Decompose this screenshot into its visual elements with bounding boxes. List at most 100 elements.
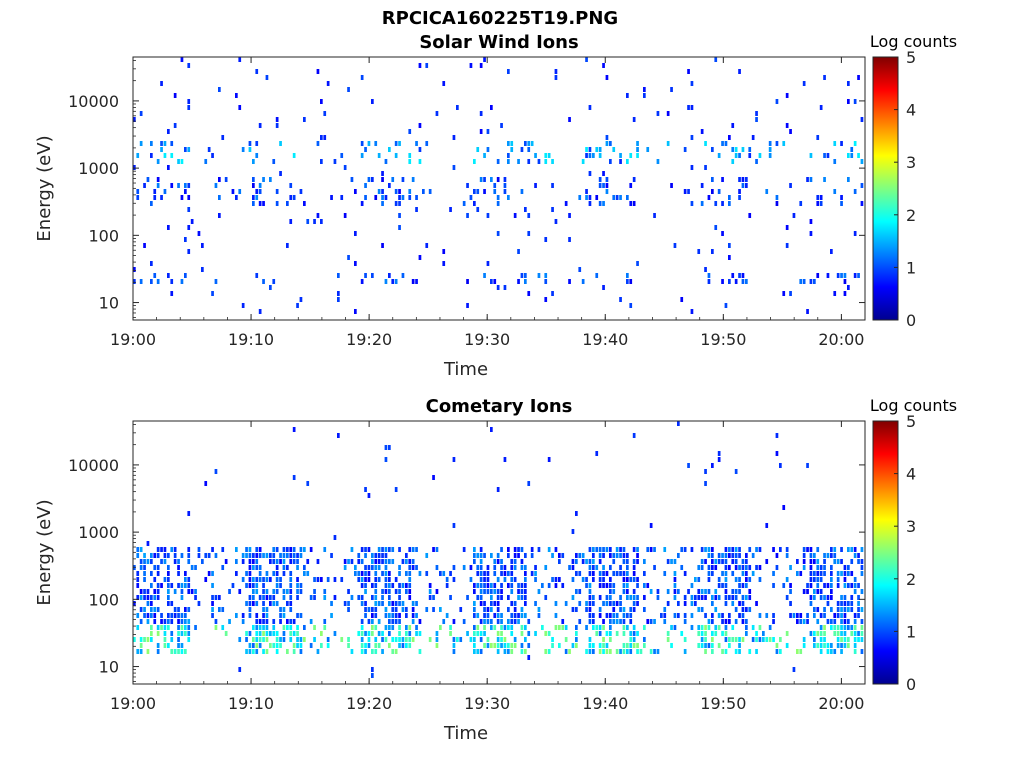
count-cell [248, 147, 252, 152]
count-cell [745, 607, 748, 612]
count-cell [643, 637, 646, 642]
count-cell [204, 159, 208, 164]
count-cell [408, 643, 412, 648]
count-cell [588, 619, 592, 624]
count-cell [187, 583, 191, 588]
count-cell [449, 595, 452, 600]
count-cell [510, 577, 514, 582]
count-cell [809, 231, 813, 236]
count-cell [439, 571, 442, 576]
count-cell [258, 309, 262, 314]
x-tick-label: 19:40 [582, 330, 628, 349]
count-cell [697, 577, 701, 582]
count-cell [496, 177, 500, 182]
colorbar-tick-label: 2 [906, 570, 916, 589]
count-cell [704, 481, 707, 486]
count-cell [139, 619, 143, 624]
count-cell [534, 601, 537, 606]
count-cell [609, 625, 612, 630]
count-cell [228, 589, 231, 594]
colorbar-tick-label: 4 [906, 101, 916, 120]
count-cell [751, 553, 755, 558]
count-cell [150, 571, 153, 576]
count-cell [588, 201, 592, 206]
count-cell [850, 625, 854, 630]
count-cell [622, 607, 626, 612]
count-cell [367, 177, 371, 182]
count-cell [418, 123, 422, 128]
count-cell [819, 577, 823, 582]
count-cell [826, 273, 830, 278]
count-cell [248, 553, 252, 558]
count-cell [133, 601, 136, 606]
count-cell [602, 553, 605, 558]
count-cell [745, 571, 748, 576]
count-cell [568, 565, 571, 570]
count-cell [748, 565, 752, 570]
count-cell [374, 195, 378, 200]
count-cell [286, 201, 289, 206]
count-cell [806, 309, 809, 314]
count-cell [303, 547, 306, 552]
count-cell [350, 547, 354, 552]
count-cell [496, 577, 500, 582]
count-cell [819, 643, 823, 648]
count-cell [279, 613, 282, 618]
count-cell [615, 631, 619, 636]
count-cell [554, 601, 558, 606]
count-cell [473, 589, 476, 594]
count-cell [592, 153, 595, 158]
count-cell [626, 273, 629, 278]
count-cell [360, 153, 364, 158]
count-cell [840, 613, 843, 618]
count-cell [201, 559, 204, 564]
count-cell [517, 553, 520, 558]
count-cell [632, 625, 636, 630]
count-cell [279, 583, 282, 588]
count-cell [289, 637, 293, 642]
count-cell [313, 219, 316, 224]
count-cell [612, 195, 616, 200]
count-cell [476, 625, 480, 630]
count-cell [153, 595, 157, 600]
count-cell [755, 631, 758, 636]
count-cell [581, 559, 585, 564]
count-cell [184, 571, 187, 576]
count-cell [731, 637, 735, 642]
count-cell [860, 607, 864, 612]
count-cell [724, 631, 728, 636]
count-cell [408, 159, 412, 164]
count-cell [745, 279, 748, 284]
count-cell [626, 589, 629, 594]
count-cell [666, 589, 670, 594]
count-cell [262, 637, 265, 642]
count-cell [401, 177, 405, 182]
count-cell [711, 637, 714, 642]
count-cell [711, 553, 714, 558]
count-cell [466, 279, 469, 284]
count-cell [609, 601, 612, 606]
count-cell [857, 637, 860, 642]
count-cell [819, 649, 823, 654]
count-cell [493, 601, 497, 606]
count-cell [585, 57, 588, 62]
count-cell [449, 571, 452, 576]
count-cell [360, 571, 364, 576]
count-cell [799, 571, 803, 576]
count-cell [180, 595, 184, 600]
count-cell [377, 553, 381, 558]
colorbar-label: Log counts [870, 396, 957, 415]
count-cell [360, 279, 364, 284]
count-cell [323, 625, 327, 630]
count-cell [418, 63, 422, 68]
count-cell [221, 625, 225, 630]
count-cell [187, 619, 191, 624]
count-cell [683, 637, 687, 642]
count-cell [374, 601, 378, 606]
count-cell [779, 547, 782, 552]
count-cell [252, 589, 255, 594]
count-cell [615, 195, 619, 200]
count-cell [326, 637, 330, 642]
count-cell [768, 637, 772, 642]
